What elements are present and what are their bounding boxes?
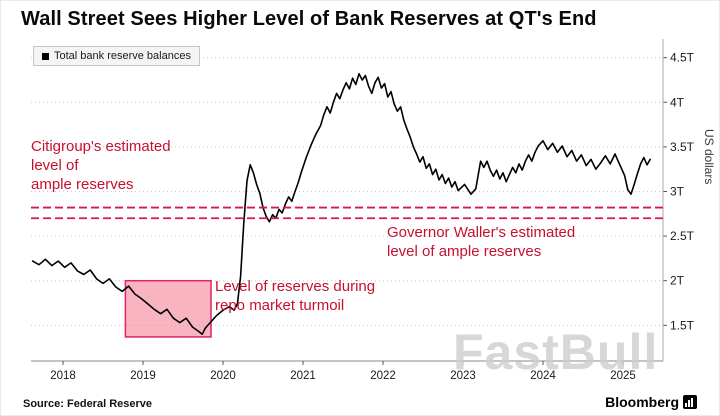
y-tick-label: 3T	[670, 185, 685, 199]
annotation-line: Citigroup's estimated	[31, 138, 171, 155]
y-tick-label: 2.5T	[670, 229, 695, 243]
y-tick-label: 4.5T	[670, 51, 695, 65]
x-tick-label: 2024	[530, 370, 556, 382]
x-tick-label: 2025	[610, 370, 636, 382]
annotation-line: repo market turmoil	[215, 297, 345, 315]
x-tick-label: 2021	[290, 370, 316, 382]
y-tick-label: 4T	[670, 95, 685, 109]
annotation-line: ample reserves	[31, 176, 134, 194]
x-tick-label: 2022	[370, 370, 396, 382]
annotation-citigroup-level: Citigroup's estimated level of ample res…	[31, 137, 171, 195]
bloomberg-logo: Bloomberg	[605, 394, 697, 410]
x-tick-label: 2018	[50, 370, 76, 382]
y-tick-label: 3.5T	[670, 140, 695, 154]
bloomberg-wordmark: Bloomberg	[605, 394, 679, 410]
annotation-repo-turmoil: Level of reserves during repo market tur…	[215, 277, 375, 315]
y-tick-label: 1.5T	[670, 318, 695, 332]
legend-square-icon	[42, 52, 49, 60]
chart-title: Wall Street Sees Higher Level of Bank Re…	[21, 8, 597, 30]
bloomberg-chart-icon	[683, 395, 697, 409]
source-note: Source: Federal Reserve	[23, 398, 153, 410]
repo-turmoil-highlight	[124, 279, 212, 338]
annotation-line: level of	[31, 157, 79, 175]
annotation-line: Governor Waller's estimated	[387, 224, 576, 241]
legend: Total bank reserve balances	[33, 46, 200, 66]
y-tick-label: 2T	[670, 274, 685, 288]
x-tick-label: 2023	[450, 370, 476, 382]
legend-label: Total bank reserve balances	[54, 50, 191, 62]
x-tick-label: 2020	[210, 370, 236, 382]
x-tick-label: 2019	[130, 370, 156, 382]
y-axis-label: US dollars	[702, 129, 716, 185]
reserves-series-line	[31, 73, 652, 336]
annotation-waller-level: Governor Waller's estimated level of amp…	[387, 223, 575, 261]
annotation-line: Level of reserves during	[215, 278, 376, 295]
annotation-line: level of ample reserves	[387, 243, 542, 261]
